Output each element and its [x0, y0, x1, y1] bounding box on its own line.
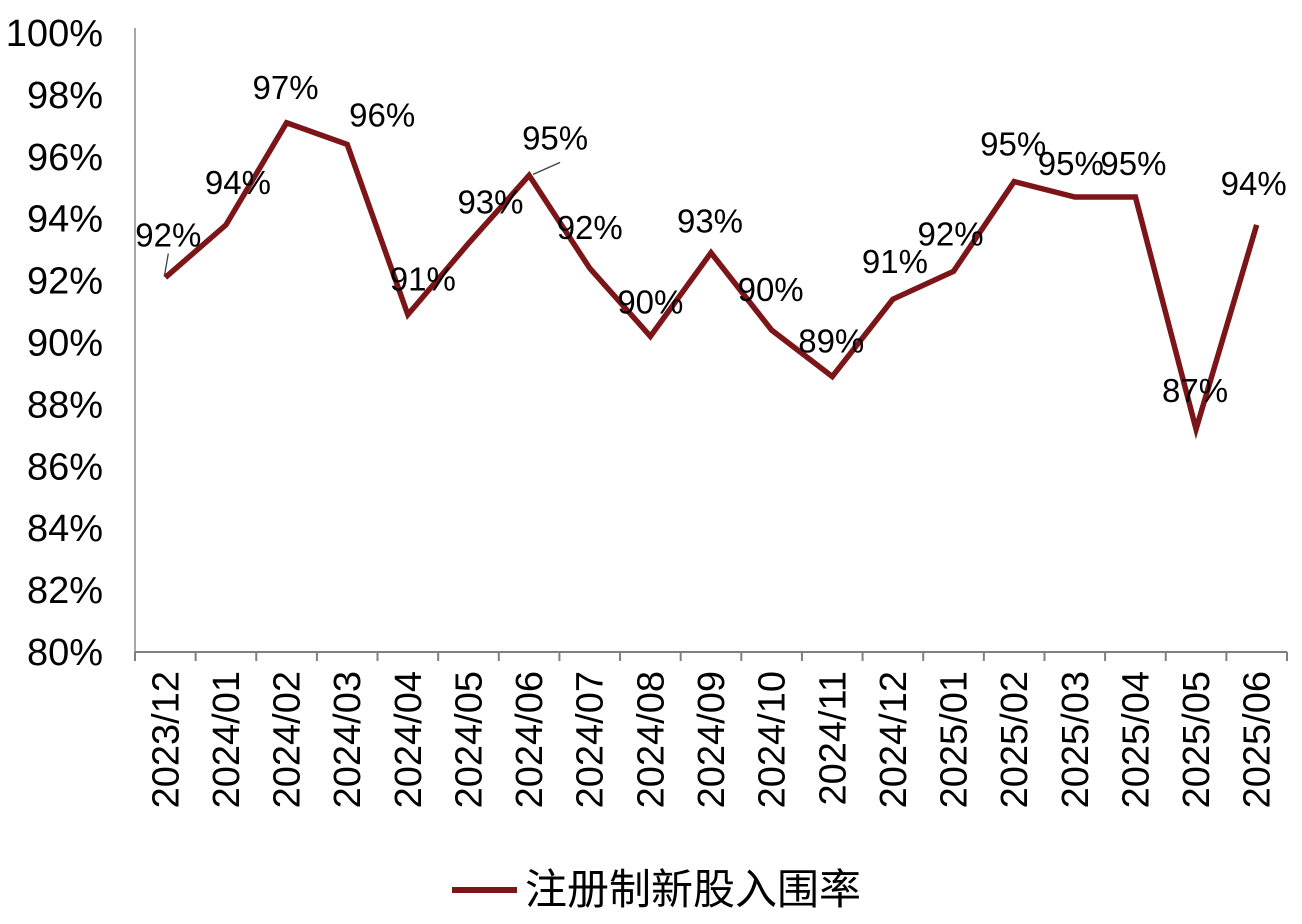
data-point-label: 93% [677, 203, 743, 240]
data-point-labels: 92%94%97%96%91%93%95%92%90%93%90%89%91%9… [135, 69, 1286, 409]
data-point-label: 92% [135, 217, 201, 254]
x-axis-label: 2024/08 [630, 671, 672, 808]
y-axis-label: 90% [27, 323, 103, 365]
data-point-label: 95% [522, 119, 588, 156]
data-point-label: 87% [1162, 372, 1228, 409]
x-axis-label: 2025/05 [1176, 671, 1218, 808]
x-axis-tick-labels: 2023/12 2024/01 2024/02 2024/03 2024/04 2024/… [145, 671, 1278, 808]
x-axis-label: 2024/07 [570, 671, 612, 808]
x-axis-label: 2024/05 [448, 671, 490, 808]
data-point-label: 91% [862, 243, 928, 280]
data-point-label: 96% [349, 96, 415, 133]
y-axis-label: 88% [27, 384, 103, 426]
data-point-label: 93% [457, 183, 523, 220]
x-axis-label: 2024/10 [752, 671, 794, 808]
legend: 注册制新股入围率 [452, 866, 861, 913]
y-axis-label: 82% [27, 570, 103, 612]
y-axis-label: 92% [27, 261, 103, 303]
y-axis-label: 98% [27, 75, 103, 117]
data-point-label: 97% [253, 69, 319, 106]
data-point-label: 95% [1038, 145, 1104, 182]
legend-label: 注册制新股入围率 [525, 866, 861, 913]
y-axis-label: 84% [27, 508, 103, 550]
data-point-label: 95% [980, 126, 1046, 163]
x-axis-label: 2025/01 [934, 671, 976, 808]
x-axis-label: 2025/02 [994, 671, 1036, 808]
x-axis-label: 2024/09 [691, 671, 733, 808]
x-axis-label: 2024/12 [873, 671, 915, 808]
x-axis-label: 2023/12 [145, 671, 187, 808]
x-axis-label: 2025/03 [1055, 671, 1097, 808]
y-axis-label: 86% [27, 446, 103, 488]
x-axis-label: 2025/06 [1237, 671, 1279, 808]
data-label-leader-lines [163, 161, 561, 277]
x-axis-label: 2024/04 [388, 671, 430, 808]
y-axis-label: 96% [27, 137, 103, 179]
data-point-label: 89% [798, 323, 864, 360]
x-axis-label: 2024/03 [327, 671, 369, 808]
series-line [163, 119, 1260, 440]
y-axis-label: 94% [27, 199, 103, 241]
x-axis-label: 2024/02 [267, 671, 309, 808]
x-axis-label: 2024/06 [509, 671, 551, 808]
axis-lines [134, 28, 1287, 653]
y-axis-label: 80% [27, 632, 103, 674]
x-axis-label: 2025/04 [1115, 671, 1157, 808]
data-point-label: 92% [557, 209, 623, 246]
data-point-label: 94% [205, 164, 271, 201]
data-point-label: 95% [1100, 145, 1166, 182]
y-axis-tick-labels: 100% 98% 96% 94% 92% 90% 88% 86% 84% 82% 80% [6, 13, 103, 674]
data-point-label: 90% [738, 271, 804, 308]
data-point-label: 94% [1221, 165, 1287, 202]
y-axis-label: 100% [6, 13, 103, 55]
x-axis-tick-marks [134, 652, 1288, 661]
x-axis-label: 2024/11 [812, 671, 854, 806]
data-point-label: 92% [917, 215, 983, 252]
x-axis-label: 2024/01 [206, 671, 248, 808]
data-point-label: 91% [390, 261, 456, 298]
data-point-label: 90% [617, 283, 683, 320]
